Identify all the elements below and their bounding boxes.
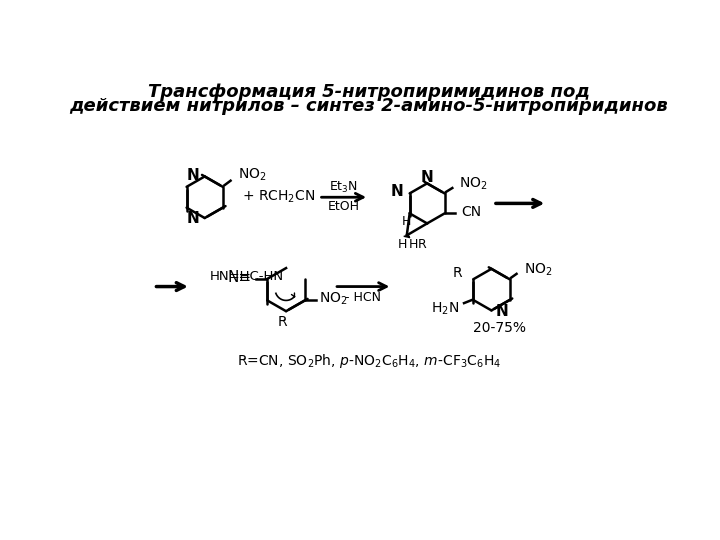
Text: R: R xyxy=(453,266,462,280)
Text: R: R xyxy=(418,238,427,251)
Text: 20-75%: 20-75% xyxy=(473,321,526,335)
Text: HN=HC-HN: HN=HC-HN xyxy=(210,270,284,283)
Text: N: N xyxy=(420,170,433,185)
Text: NO$_2$: NO$_2$ xyxy=(238,167,267,184)
Text: N: N xyxy=(186,168,199,183)
Text: + RCH$_2$CN: + RCH$_2$CN xyxy=(242,189,315,205)
Text: CN: CN xyxy=(462,205,482,219)
Text: N: N xyxy=(186,211,199,226)
Text: H: H xyxy=(398,238,408,251)
Text: NO$_2$: NO$_2$ xyxy=(319,291,348,307)
Text: N: N xyxy=(391,184,403,199)
Text: Трансформация 5-нитропиримидинов под: Трансформация 5-нитропиримидинов под xyxy=(148,83,590,101)
Text: N≡: N≡ xyxy=(228,270,252,285)
Text: - HCN: - HCN xyxy=(345,291,381,304)
Text: EtOH: EtOH xyxy=(328,200,360,213)
Text: H: H xyxy=(402,214,411,228)
Text: Et$_3$N: Et$_3$N xyxy=(329,180,359,195)
Text: H: H xyxy=(408,238,418,251)
Text: NO$_2$: NO$_2$ xyxy=(459,176,487,192)
Text: R: R xyxy=(277,315,287,329)
Text: N: N xyxy=(496,305,509,320)
Text: NO$_2$: NO$_2$ xyxy=(523,262,552,278)
Text: действием нитрилов – синтез 2-амино-5-нитропиридинов: действием нитрилов – синтез 2-амино-5-ни… xyxy=(70,97,668,114)
Text: R=CN, SO$_2$Ph, $p$-NO$_2$C$_6$H$_4$, $m$-CF$_3$C$_6$H$_4$: R=CN, SO$_2$Ph, $p$-NO$_2$C$_6$H$_4$, $m… xyxy=(237,352,501,370)
Text: H$_2$N: H$_2$N xyxy=(431,301,459,318)
